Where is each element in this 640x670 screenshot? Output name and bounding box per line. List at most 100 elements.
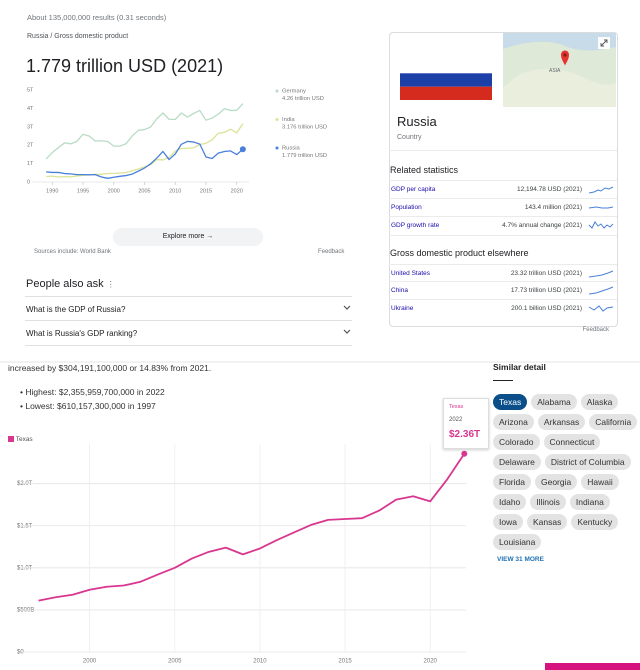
panel-subtitle: Country — [397, 134, 422, 141]
sparkline — [588, 206, 614, 209]
question: What is the GDP of Russia? — [26, 305, 126, 314]
state-chip[interactable]: Alaska — [580, 394, 619, 410]
y-tick-label: $1.0T — [17, 565, 33, 571]
stat-label: GDP growth rate — [391, 222, 440, 229]
state-chip[interactable]: Kentucky — [571, 514, 619, 530]
stat-row[interactable]: Population 143.4 million (2021) — [389, 198, 617, 216]
stat-value: 23.32 trillion USD (2021) — [510, 270, 582, 277]
stat-row[interactable]: China 17.73 trillion USD (2021) — [389, 281, 617, 299]
breadcrumb-item[interactable]: Russia — [27, 33, 49, 40]
state-chip[interactable]: Florida — [493, 474, 531, 490]
divider — [389, 150, 617, 151]
legend-value: 3.176 trillion USD — [282, 125, 327, 131]
intro-text: increased by $304,191,100,000 or 14.83% … — [8, 363, 212, 373]
x-tick-label: 1990 — [46, 188, 58, 194]
stat-label: GDP per capita — [391, 186, 436, 193]
state-chip[interactable]: Delaware — [493, 454, 541, 470]
state-chip[interactable]: Indiana — [569, 494, 610, 510]
stat-value: 12,194.78 USD (2021) — [516, 186, 582, 193]
end-point — [461, 450, 468, 457]
stat-value: 17.73 trillion USD (2021) — [510, 287, 582, 294]
tooltip: Texas 2022 $2.36T — [443, 398, 489, 449]
legend-label: Germany — [282, 89, 306, 95]
x-tick-label: 2015 — [338, 659, 352, 665]
x-tick-label: 2010 — [169, 188, 181, 194]
y-tick-label: 1T — [27, 161, 34, 167]
stat-label: China — [391, 287, 408, 294]
sparkline — [588, 305, 614, 312]
map[interactable]: ASIA — [503, 33, 616, 107]
state-chip[interactable]: District of Columbia — [544, 454, 631, 470]
legend-value: 1.779 trillion USD — [282, 153, 327, 159]
sparkline — [588, 270, 614, 278]
stat-row[interactable]: GDP per capita 12,194.78 USD (2021) — [389, 180, 617, 198]
state-chip[interactable]: Kansas — [526, 514, 568, 530]
tooltip-series: Texas — [449, 404, 464, 410]
arrow-icon: → — [206, 233, 214, 240]
bullet: • Highest: $2,355,959,700,000 in 2022 — [20, 387, 165, 397]
more-icon: ⋮ — [106, 280, 115, 289]
feedback-link[interactable]: Feedback — [318, 249, 345, 255]
breadcrumb: Russia / Gross domestic product — [27, 33, 129, 40]
y-tick-label: $2.0T — [17, 481, 33, 487]
stat-row[interactable]: GDP growth rate 4.7% annual change (2021) — [389, 216, 617, 234]
question: What is Russia's GDP ranking? — [26, 329, 138, 338]
y-tick-label: 2T — [27, 143, 34, 149]
breadcrumb-item: Gross domestic product — [54, 33, 129, 40]
state-chip[interactable]: Idaho — [493, 494, 527, 510]
series-line — [46, 123, 244, 178]
question-row[interactable]: What is Russia's GDP ranking? — [25, 320, 352, 346]
flag — [400, 60, 492, 100]
state-chip[interactable]: Alabama — [531, 394, 577, 410]
stat-row[interactable]: Ukraine 200.1 billion USD (2021) — [389, 299, 617, 317]
stat-row[interactable]: United States 23.32 trillion USD (2021) — [389, 264, 617, 282]
stat-value: 200.1 billion USD (2021) — [511, 305, 582, 312]
legend-label: Russia — [282, 146, 300, 152]
legend-value: 4.26 trillion USD — [282, 96, 324, 102]
legend-dot — [275, 146, 279, 150]
x-tick-label: 2020 — [231, 188, 243, 194]
y-tick-label: $500B — [17, 607, 34, 613]
state-chip[interactable]: Texas — [493, 394, 528, 410]
x-tick-label: 2020 — [424, 659, 438, 665]
sources: Sources include: World Bank — [34, 249, 111, 255]
map-art — [503, 33, 616, 107]
x-tick-label: 2010 — [253, 659, 267, 665]
view-more[interactable]: VIEW 31 MORE — [497, 556, 544, 563]
stat-label: United States — [391, 270, 431, 277]
state-chip[interactable]: Arizona — [493, 414, 534, 430]
result-stats: About 135,000,000 results (0.31 seconds) — [27, 13, 167, 22]
legend: Texas — [8, 436, 33, 443]
x-tick-label: 1995 — [77, 188, 89, 194]
explore-button[interactable]: Explore more → — [113, 228, 263, 246]
state-chip[interactable]: Arkansas — [537, 414, 586, 430]
state-chip[interactable]: Iowa — [493, 514, 523, 530]
paa-title-text: People also ask — [26, 278, 104, 290]
y-tick-label: 4T — [27, 106, 34, 112]
state-chip[interactable]: Colorado — [493, 434, 540, 450]
state-chip[interactable]: California — [589, 414, 638, 430]
y-tick-label: $0 — [17, 650, 24, 656]
question-row[interactable]: What is the GDP of Russia? — [25, 296, 352, 321]
chevron — [343, 305, 351, 310]
knowledge-panel — [389, 32, 618, 327]
state-chip[interactable]: Hawaii — [581, 474, 619, 490]
state-chip[interactable]: Louisiana — [493, 534, 542, 550]
tooltip-value: $2.36T — [449, 429, 481, 440]
x-tick-label: 2005 — [138, 188, 150, 194]
x-tick-label: 2000 — [83, 659, 97, 665]
y-tick-label: $1.5T — [17, 523, 33, 529]
y-tick-label: 3T — [27, 124, 34, 130]
state-chip[interactable]: Connecticut — [543, 434, 601, 450]
stat-value: 143.4 million (2021) — [524, 204, 582, 211]
feedback-link[interactable]: Feedback — [582, 327, 609, 333]
state-chip[interactable]: Illinois — [530, 494, 566, 510]
y-tick-label: 0 — [27, 179, 30, 185]
y-tick-label: 5T — [27, 87, 34, 93]
map-label: ASIA — [549, 68, 561, 74]
state-chip[interactable]: Georgia — [534, 474, 578, 490]
tooltip-x: 2022 — [449, 417, 463, 423]
sparkline — [588, 186, 614, 194]
stat-label: Population — [391, 204, 422, 211]
